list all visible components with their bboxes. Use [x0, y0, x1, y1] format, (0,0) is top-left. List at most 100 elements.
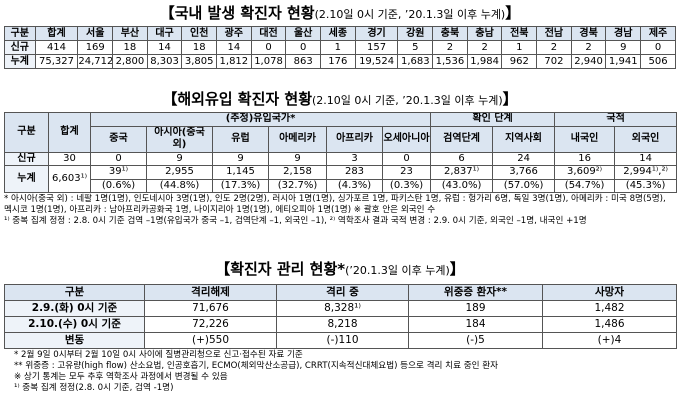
data-row: 2.9.(화) 0시 기준 71,676 8,328¹⁾ 189 1,482 — [4, 300, 677, 317]
data-row: 변동 (+)550 (-)110 (-)5 (+)4 — [4, 332, 677, 349]
cell: 157 — [354, 40, 399, 55]
row-label: 신규 — [4, 151, 49, 166]
row-label: 2.10.(수) 0시 기준 — [4, 316, 145, 333]
cell: 702 — [536, 54, 572, 69]
header-row: 중국 아시아(중국 외) 유럽 아메리카 아프리카 오세아니아 검역단계 지역사회 내국인 외국인 — [5, 125, 678, 153]
header-cell: 확인 단계 — [430, 112, 556, 127]
note: * 아시아(중국 외) : 네팔 1명(1명), 인도네시아 3명(1명), 인… — [4, 194, 666, 215]
header-cell: 합계 — [34, 26, 79, 41]
cell: 2,837¹⁾ — [430, 165, 494, 180]
cell: (44.8%) — [146, 178, 213, 193]
cell: (0.6%) — [90, 178, 147, 193]
cell: 23 — [381, 165, 432, 180]
cell: 14 — [614, 151, 678, 166]
header-cell: 경북 — [570, 26, 607, 41]
header-cell: 경남 — [605, 26, 642, 41]
cell: 30 — [48, 151, 91, 166]
header-cell: (추정)유입국가* — [89, 112, 432, 127]
row-label: 신규 — [4, 40, 36, 55]
cell: 75,327 — [34, 54, 79, 69]
cell: 176 — [320, 54, 356, 69]
cell: (54.7%) — [554, 178, 616, 193]
header-cell: 대구 — [146, 26, 183, 41]
header-cell: 전북 — [501, 26, 538, 41]
header-cell: 서울 — [77, 26, 114, 41]
cell: 0 — [640, 40, 676, 55]
header-cell: 광주 — [216, 26, 252, 41]
cell: 6,603¹⁾ — [48, 165, 91, 193]
data-row: 신규 30 0 9 9 9 3 0 6 24 16 14 — [4, 151, 678, 166]
cell: (4.3%) — [326, 178, 383, 193]
row-label: 누계 — [4, 54, 36, 69]
cell: 6 — [430, 151, 494, 166]
percent-row: (0.6%) (44.8%) (17.3%) (32.7%) (4.3%) (0.3%)(… — [5, 178, 678, 193]
domestic-table: 구분 합계 서울 부산 대구 인천 광주 대전 울산 세종 경기 강원 충북 충남 전북 전남 경북 경남 제주 신규… — [4, 26, 676, 69]
header-cell: 구분 — [4, 112, 49, 153]
title: 【해외유입 확진자 현황 — [162, 90, 312, 108]
cell: 0 — [285, 40, 321, 55]
cell: 2,940 — [570, 54, 607, 69]
data-row: 누계 75,327 24,712 2,800 8,303 3,805 1,812 1,078 8… — [4, 54, 676, 69]
cell: 506 — [640, 54, 676, 69]
cell: 24,712 — [77, 54, 114, 69]
cell: 24 — [492, 151, 556, 166]
cell: 3,805 — [181, 54, 218, 69]
data-row: 누계 6,603¹⁾ 39¹⁾ 2,955 1,145 2,158 283 23 2,837¹⁾… — [4, 165, 678, 193]
section-title: 【국내 발생 확진자 현황(2.10일 0시 기준, ’20.1.3일 이후 누… — [0, 2, 680, 23]
cell: 8,218 — [276, 316, 409, 333]
cell: 283 — [326, 165, 383, 180]
header-cell: 구분 — [4, 284, 145, 301]
cell: 71,676 — [144, 300, 277, 317]
cell: 19,524 — [354, 54, 399, 69]
header-cell: 격리 중 — [276, 284, 409, 301]
cell: 1,984 — [466, 54, 503, 69]
management-section: 【확진자 관리 현황*(’20.1.3일 이후 누계)】 구분 격리해제 격리 중 위중… — [0, 258, 680, 395]
cell: 2 — [432, 40, 468, 55]
cell: 16 — [554, 151, 616, 166]
header-cell: 지역사회 — [492, 125, 556, 153]
row-label: 2.9.(화) 0시 기준 — [4, 300, 145, 317]
cell: 2 — [570, 40, 607, 55]
cell: 72,226 — [144, 316, 277, 333]
title: 【국내 발생 확진자 현황 — [159, 4, 315, 22]
header-cell: 전남 — [536, 26, 572, 41]
cell: 18 — [112, 40, 148, 55]
note: ※ 상기 통계는 모두 추후 역학조사 과정에서 변경될 수 있음 — [14, 372, 228, 382]
header-cell: 세종 — [320, 26, 356, 41]
cell: (32.7%) — [268, 178, 327, 193]
cell: 14 — [216, 40, 252, 55]
cell: (+)4 — [542, 332, 677, 349]
section-title: 【확진자 관리 현황*(’20.1.3일 이후 누계)】 — [0, 258, 680, 279]
cell: 39¹⁾ — [90, 165, 147, 180]
cell: 2,955 — [146, 165, 213, 180]
header-row: 구분 합계 (추정)유입국가* 확인 단계 국적 — [4, 112, 678, 153]
header-cell: 제주 — [640, 26, 676, 41]
cell: 0 — [381, 151, 432, 166]
cell: (43.0%) — [430, 178, 494, 193]
cell: 414 — [34, 40, 79, 55]
row-label: 누계 — [4, 165, 49, 193]
cell: 1,812 — [216, 54, 252, 69]
header-cell: 강원 — [397, 26, 434, 41]
header-cell: 오세아니아 — [381, 125, 432, 153]
cell: 9 — [605, 40, 642, 55]
header-cell: 외국인 — [614, 125, 678, 153]
header-cell: 중국 — [90, 125, 147, 153]
cell: 169 — [77, 40, 114, 55]
cell: (45.3%) — [614, 178, 678, 193]
cell: 1,145 — [212, 165, 269, 180]
title: 【확진자 관리 현황* — [215, 260, 346, 278]
cell: (-)110 — [276, 332, 409, 349]
cell: 2,800 — [112, 54, 148, 69]
cell: 1,078 — [250, 54, 287, 69]
row-label: 변동 — [4, 332, 145, 349]
cell: 9 — [146, 151, 213, 166]
header-cell: 격리해제 — [144, 284, 277, 301]
note: ** 위중증 : 고유량(high flow) 산소요법, 인공호흡기, ECM… — [14, 361, 499, 371]
header-cell: 검역단계 — [430, 125, 494, 153]
header-row: 구분 합계 서울 부산 대구 인천 광주 대전 울산 세종 경기 강원 충북 충남 전북 전남 경북 경남 제주 — [4, 26, 676, 41]
title-end: 】 — [505, 4, 521, 22]
header-cell: 내국인 — [554, 125, 616, 153]
domestic-section: 【국내 발생 확진자 현황(2.10일 0시 기준, ’20.1.3일 이후 누… — [0, 2, 680, 69]
header-cell: 충북 — [432, 26, 468, 41]
